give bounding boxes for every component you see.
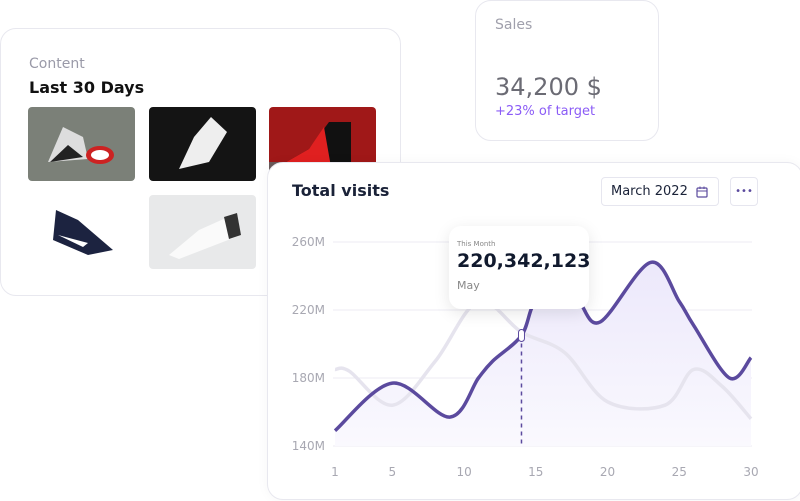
date-label: March 2022: [611, 184, 688, 199]
image-shoe-navy[interactable]: [28, 195, 135, 269]
more-options-button[interactable]: •••: [730, 177, 758, 206]
image-shoe-grey[interactable]: [28, 107, 135, 181]
x-tick-label: 1: [331, 465, 339, 479]
y-tick-label: 220M: [292, 303, 325, 317]
y-tick-label: 140M: [292, 439, 325, 453]
y-tick-label: 180M: [292, 371, 325, 385]
series-line-previous: [334, 299, 753, 420]
chart-tooltip: This Month 220,342,123 May: [449, 226, 591, 309]
sales-label: Sales: [495, 17, 533, 33]
content-label: Content: [29, 56, 85, 72]
tooltip-label: This Month: [457, 240, 496, 248]
image-shoe-white-black[interactable]: [149, 107, 256, 181]
visits-title: Total visits: [292, 181, 390, 200]
y-tick-label: 260M: [292, 235, 325, 249]
highlight-marker: [517, 329, 525, 342]
tooltip-value: 220,342,123: [457, 250, 591, 272]
x-tick-label: 30: [743, 465, 758, 479]
sales-target: +23% of target: [495, 104, 596, 119]
x-tick-label: 10: [456, 465, 471, 479]
series-area: [335, 262, 751, 446]
x-tick-label: 15: [528, 465, 543, 479]
image-shoe-white[interactable]: [149, 195, 256, 269]
x-tick-label: 25: [672, 465, 687, 479]
x-tick-label: 20: [600, 465, 615, 479]
calendar-icon: [696, 186, 708, 198]
content-title: Last 30 Days: [29, 78, 145, 97]
x-tick-label: 5: [389, 465, 397, 479]
more-icon: •••: [735, 186, 753, 197]
sales-card: Sales 34,200 $ +23% of target: [475, 0, 659, 141]
date-picker-button[interactable]: March 2022: [601, 177, 719, 206]
visits-card: 140M 180M 220M 260M 1 5 10 15 20 25 30 Total visit…: [267, 162, 800, 500]
tooltip-period: May: [457, 279, 480, 292]
sales-value: 34,200 $: [495, 73, 602, 101]
